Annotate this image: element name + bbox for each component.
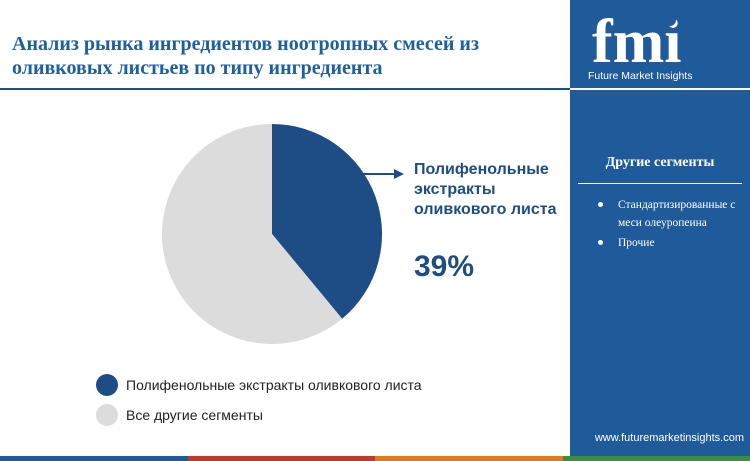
slice-polyphenol [272, 124, 383, 319]
chart-title: Анализ рынка ингредиентов ноотропных сме… [12, 33, 479, 79]
callout-value: 39% [414, 250, 475, 283]
slice-other [162, 124, 343, 344]
footer-stripe [562, 456, 750, 461]
pie-slices [162, 124, 383, 344]
logo-tagline: Future Market Insights [588, 70, 693, 82]
legend-item-polyphenol: Полифенольные экстракты оливкового листа [96, 373, 422, 397]
website-url[interactable]: www.futuremarketinsights.com [594, 432, 744, 444]
other-segments-heading: Другие сегменты [605, 155, 715, 170]
chart-area: Анализ рынка ингредиентов ноотропных сме… [0, 33, 570, 427]
segment-item: Стандартизированные смеси олеуропеина [596, 196, 736, 232]
other-segments-list: Стандартизированные смеси олеуропеина Пр… [596, 196, 736, 254]
fmi-logo: fmi [592, 8, 712, 70]
logo-divider [570, 88, 750, 90]
sidebar-panel: fmi Future Market Insights Другие сегмен… [570, 0, 750, 461]
legend-item-other: Все другие сегменты [96, 403, 263, 427]
footer-stripe [187, 456, 375, 461]
callout-arrow [362, 169, 404, 179]
callout-label: Полифенольные экстракты оливкового листа [414, 161, 557, 218]
legend-label-other: Все другие сегменты [126, 407, 263, 423]
legend-swatch-other [96, 404, 118, 426]
pie-chart [162, 124, 404, 344]
footer-color-bar [0, 456, 750, 461]
segment-item: Прочие [596, 234, 736, 252]
footer-stripe [0, 456, 188, 461]
title-divider [0, 88, 570, 90]
globe-icon [628, 14, 712, 26]
legend-swatch-polyphenol [96, 374, 118, 396]
legend-label-polyphenol: Полифенольные экстракты оливкового листа [126, 377, 422, 393]
footer-stripe [375, 456, 563, 461]
other-segments-divider [578, 183, 742, 184]
